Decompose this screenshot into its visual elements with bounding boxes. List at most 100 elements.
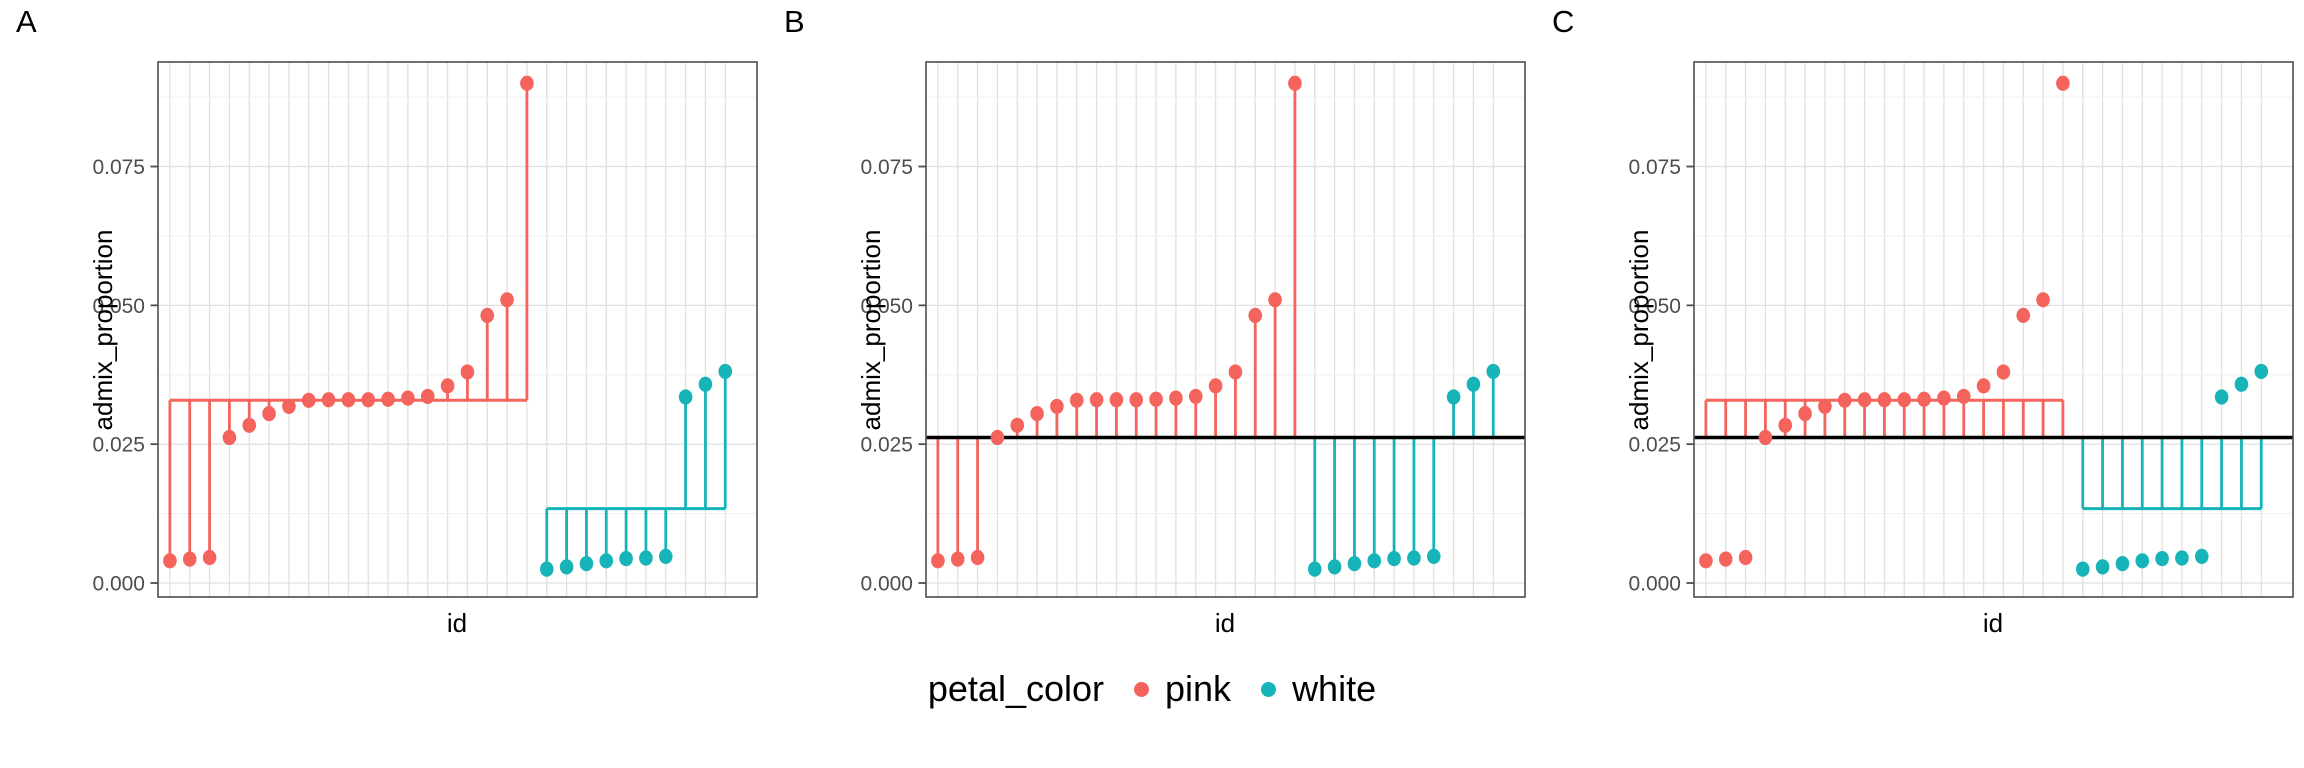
point-pink [440, 378, 455, 394]
point-white [1486, 363, 1501, 380]
point-pink [361, 392, 376, 408]
point-pink [1996, 364, 2011, 380]
y-tick-label: 0.025 [92, 434, 145, 457]
point-pink [1758, 429, 1773, 446]
point-pink [420, 388, 435, 405]
point-white [1466, 376, 1481, 392]
point-pink [1228, 364, 1243, 380]
point-pink [1188, 388, 1203, 405]
point-pink [262, 406, 276, 422]
legend: petal_color pink white [0, 668, 2304, 710]
point-pink [381, 391, 395, 407]
point-pink [990, 429, 1005, 446]
point-pink [1109, 392, 1124, 408]
point-white [1407, 550, 1421, 566]
point-pink [202, 549, 217, 566]
point-white [559, 559, 574, 575]
point-white [658, 548, 673, 564]
point-pink [1208, 378, 1223, 394]
legend-title: petal_color [927, 668, 1105, 709]
panel-c-chart: 0.000 0.025 0.050 0.075 admix_proportion id [1624, 61, 2294, 638]
point-pink [970, 549, 985, 566]
point-pink [182, 551, 197, 567]
panel-border [925, 61, 1526, 598]
point-pink [1718, 551, 1733, 567]
point-pink [242, 417, 257, 433]
y-tick-label: 0.050 [1628, 295, 1681, 318]
legend-dot-white-icon [1261, 681, 1277, 697]
panel-a-chart: 0.000 0.025 0.050 0.075 admix_proportion id [88, 61, 758, 638]
panel-row: A 0.000 0.025 0.050 0.075 admix_proportion … [16, 0, 2304, 650]
y-tick-label: 0.050 [92, 295, 145, 318]
point-pink [163, 553, 177, 569]
panel-b-chart: 0.000 0.025 0.050 0.075 admix_proportion id [856, 61, 1526, 638]
point-white [2254, 363, 2269, 380]
panel-c: C 0.000 0.025 0.050 0.075 admix_proportion … [1536, 0, 2304, 650]
point-pink [1050, 398, 1064, 415]
point-white [1347, 555, 1362, 572]
point-white [678, 389, 693, 405]
point-pink [1738, 549, 1753, 566]
points [1699, 75, 2269, 577]
points [931, 75, 1501, 577]
point-white [1367, 553, 1382, 569]
point-white [718, 363, 733, 380]
x-axis-title: id [1215, 608, 1235, 638]
point-pink [1976, 378, 1991, 394]
y-tick-label: 0.050 [860, 295, 913, 318]
panel-a-letter: A [16, 4, 37, 39]
x-axis-title: id [447, 608, 467, 638]
point-white [2095, 559, 2110, 575]
point-pink [1169, 390, 1183, 406]
point-white [639, 550, 653, 566]
point-pink [460, 364, 475, 380]
y-tick-label: 0.025 [1628, 434, 1681, 457]
y-axis-title: admix_proportion [856, 230, 886, 431]
y-tick-label: 0.000 [860, 573, 913, 596]
point-pink [1778, 417, 1793, 433]
y-tick-label: 0.000 [92, 573, 145, 596]
point-pink [1917, 391, 1931, 407]
point-pink [222, 429, 237, 446]
point-white [539, 561, 554, 577]
point-pink [480, 307, 495, 323]
y-tick-label: 0.075 [1628, 156, 1681, 179]
point-pink [1010, 417, 1025, 433]
point-white [2234, 376, 2249, 392]
point-pink [1030, 406, 1044, 422]
point-pink [1956, 388, 1971, 405]
y-tick-label: 0.075 [92, 156, 145, 179]
panel-border [157, 61, 758, 598]
point-white [2075, 561, 2090, 577]
point-white [619, 550, 633, 567]
point-pink [1699, 553, 1713, 569]
point-white [1387, 550, 1401, 567]
stems [936, 83, 1495, 570]
point-white [2214, 389, 2229, 405]
point-white [2155, 550, 2169, 567]
point-pink [1248, 307, 1263, 323]
point-pink [282, 398, 296, 415]
panel-b: B 0.000 0.025 0.050 0.075 admix_proportion … [768, 0, 1536, 650]
point-pink [1837, 392, 1852, 408]
point-pink [2036, 292, 2050, 308]
point-pink [1268, 292, 1282, 308]
y-axis: 0.000 0.025 0.050 0.075 [860, 156, 926, 596]
point-white [2194, 548, 2209, 564]
gridlines [926, 62, 1525, 597]
panel-border [1693, 61, 2294, 598]
point-pink [500, 292, 514, 308]
y-axis-title: admix_proportion [1624, 230, 1654, 431]
y-axis: 0.000 0.025 0.050 0.075 [92, 156, 158, 596]
point-pink [1937, 390, 1951, 406]
point-pink [1069, 392, 1084, 408]
y-tick-label: 0.000 [1628, 573, 1681, 596]
point-pink [401, 390, 415, 406]
point-pink [1288, 75, 1302, 91]
legend-dot-pink-icon [1134, 681, 1150, 697]
legend-label-pink: pink [1165, 668, 1232, 709]
point-white [599, 553, 614, 569]
y-axis-title: admix_proportion [88, 230, 118, 431]
point-pink [1089, 392, 1104, 408]
